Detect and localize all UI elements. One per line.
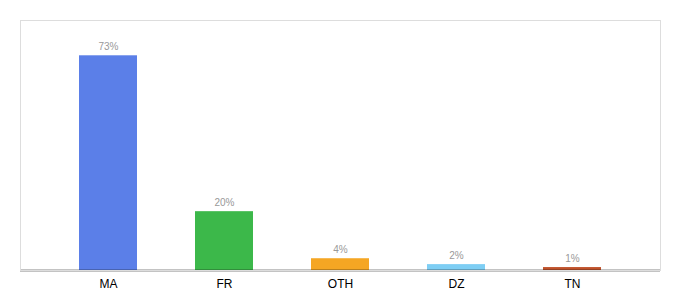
- svg-text:20%: 20%: [214, 197, 234, 208]
- svg-text:DZ: DZ: [449, 277, 465, 291]
- svg-text:4%: 4%: [333, 244, 348, 255]
- svg-text:2%: 2%: [449, 250, 464, 261]
- svg-text:OTH: OTH: [328, 277, 353, 291]
- svg-text:MA: MA: [100, 277, 118, 291]
- svg-text:73%: 73%: [98, 41, 118, 52]
- svg-text:TN: TN: [565, 277, 581, 291]
- svg-text:FR: FR: [217, 277, 233, 291]
- svg-text:1%: 1%: [565, 253, 580, 264]
